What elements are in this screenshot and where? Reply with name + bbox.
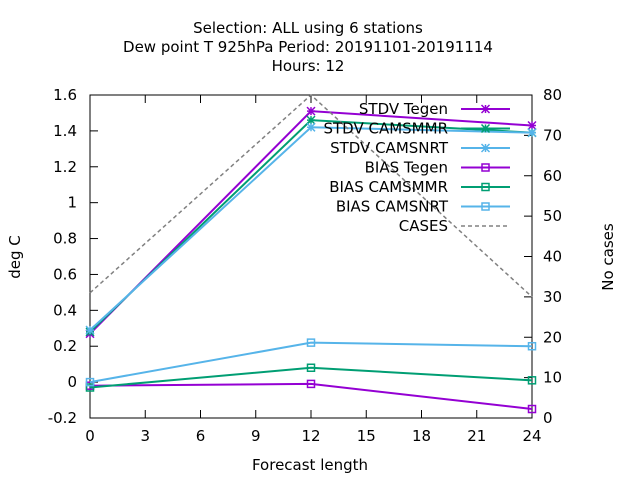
legend-marker bbox=[481, 182, 490, 192]
x-tick-label: 3 bbox=[140, 427, 150, 445]
series-stdv-tegen bbox=[85, 106, 537, 339]
y-tick-label: 1.6 bbox=[53, 86, 77, 104]
y2-tick-label: 40 bbox=[543, 248, 562, 266]
legend-marker bbox=[481, 202, 490, 211]
y-tick-label: -0.2 bbox=[48, 409, 77, 427]
data-point-bias-camsmmr bbox=[527, 376, 537, 385]
x-tick-label: 24 bbox=[522, 427, 541, 445]
series-line-stdv-tegen bbox=[89, 110, 533, 335]
y2-tick-label: 80 bbox=[543, 86, 562, 104]
title-line-3: Hours: 12 bbox=[272, 57, 345, 75]
data-point-bias-tegen bbox=[306, 379, 316, 389]
y-tick-label: 0.6 bbox=[53, 265, 77, 283]
data-point-bias-camsnrt bbox=[306, 338, 316, 347]
y2-axis: 0 10 20 30 40 50 60 70 80 bbox=[524, 86, 562, 427]
y-axis-label: deg C bbox=[6, 235, 24, 279]
series-line-stdv-camsmmr bbox=[89, 119, 533, 333]
y2-tick-label: 50 bbox=[543, 207, 562, 225]
y-tick-label: 1.2 bbox=[53, 158, 77, 176]
x-tick-label: 18 bbox=[412, 427, 431, 445]
series-line-bias-tegen bbox=[89, 382, 533, 411]
data-point-stdv-tegen bbox=[306, 106, 316, 116]
y-tick-label: 0.4 bbox=[53, 301, 77, 319]
y2-tick-label: 20 bbox=[543, 328, 562, 346]
data-point-stdv-camsmmr bbox=[306, 115, 316, 125]
legend-item-stdv-tegen: STDV Tegen bbox=[359, 100, 510, 118]
series-layer bbox=[85, 93, 537, 414]
x-tick-label: 12 bbox=[301, 427, 320, 445]
series-bias-camsnrt bbox=[85, 338, 537, 387]
legend-label: BIAS CAMSMMR bbox=[329, 178, 448, 196]
y-axis: -0.2 0 0.2 0.4 0.6 0.8 1 1.2 1.4 1.6 bbox=[48, 86, 98, 427]
legend-label: STDV CAMSMMR bbox=[323, 120, 448, 138]
x-tick-label: 21 bbox=[467, 427, 486, 445]
data-point-bias-camsmmr bbox=[306, 363, 316, 373]
y2-tick-label: 10 bbox=[543, 369, 562, 387]
data-point-stdv-camsnrt bbox=[306, 122, 316, 132]
y2-tick-label: 0 bbox=[543, 409, 553, 427]
legend-marker bbox=[480, 143, 491, 153]
legend-item-stdv-camsmmr: STDV CAMSMMR bbox=[323, 120, 510, 138]
legend-item-cases: CASES bbox=[399, 217, 510, 235]
legend-label: CASES bbox=[399, 217, 448, 235]
y-tick-label: 0.8 bbox=[53, 230, 77, 248]
legend-label: BIAS CAMSNRT bbox=[336, 198, 449, 216]
series-line-cases bbox=[89, 93, 533, 298]
series-stdv-camsnrt bbox=[85, 122, 537, 335]
y-tick-label: 1 bbox=[67, 194, 77, 212]
x-tick-label: 9 bbox=[251, 427, 261, 445]
data-point-bias-camsnrt bbox=[527, 341, 537, 351]
legend-marker bbox=[480, 123, 491, 134]
legend-marker bbox=[480, 104, 491, 114]
legend-item-stdv-camsnrt: STDV CAMSNRT bbox=[330, 139, 510, 157]
legend-marker bbox=[481, 163, 490, 172]
data-point-stdv-camsnrt bbox=[85, 325, 95, 335]
series-bias-camsmmr bbox=[85, 363, 537, 392]
data-point-bias-tegen bbox=[527, 404, 537, 414]
legend-item-bias-camsmmr: BIAS CAMSMMR bbox=[329, 178, 510, 196]
x-axis-label: Forecast length bbox=[252, 456, 368, 474]
series-line-bias-camsmmr bbox=[89, 366, 533, 389]
legend-label: STDV CAMSNRT bbox=[330, 139, 449, 157]
y2-axis-label: No cases bbox=[599, 223, 617, 291]
data-point-bias-camsmmr bbox=[85, 383, 95, 392]
x-tick-label: 0 bbox=[85, 427, 95, 445]
x-tick-label: 15 bbox=[357, 427, 376, 445]
series-line-bias-camsnrt bbox=[89, 341, 533, 384]
series-line-stdv-camsnrt bbox=[89, 126, 533, 331]
y-tick-label: 0.2 bbox=[53, 337, 77, 355]
series-cases bbox=[89, 93, 533, 298]
x-tick-label: 6 bbox=[196, 427, 206, 445]
data-point-stdv-camsnrt bbox=[527, 128, 537, 138]
y-tick-label: 1.4 bbox=[53, 122, 77, 140]
y-tick-label: 0 bbox=[67, 373, 77, 391]
y2-tick-label: 60 bbox=[543, 167, 562, 185]
y2-tick-label: 30 bbox=[543, 288, 562, 306]
legend-label: BIAS Tegen bbox=[365, 159, 448, 177]
data-point-stdv-tegen bbox=[527, 120, 537, 131]
chart-title: Selection: ALL using 6 stations Dew poin… bbox=[123, 19, 493, 75]
legend-item-bias-camsnrt: BIAS CAMSNRT bbox=[336, 198, 510, 216]
title-line-2: Dew point T 925hPa Period: 20191101-2019… bbox=[123, 38, 493, 56]
legend-label: STDV Tegen bbox=[359, 100, 448, 118]
series-bias-tegen bbox=[85, 379, 537, 414]
x-axis: 0 3 6 9 12 15 18 21 24 bbox=[85, 95, 542, 445]
legend-item-bias-tegen: BIAS Tegen bbox=[365, 159, 510, 177]
data-point-bias-camsnrt bbox=[85, 377, 95, 387]
title-line-1: Selection: ALL using 6 stations bbox=[193, 19, 423, 37]
y2-tick-label: 70 bbox=[543, 126, 562, 144]
